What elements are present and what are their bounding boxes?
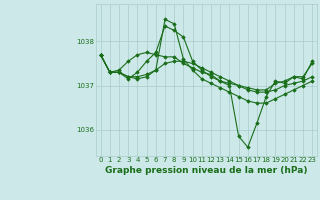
X-axis label: Graphe pression niveau de la mer (hPa): Graphe pression niveau de la mer (hPa) bbox=[105, 166, 308, 175]
